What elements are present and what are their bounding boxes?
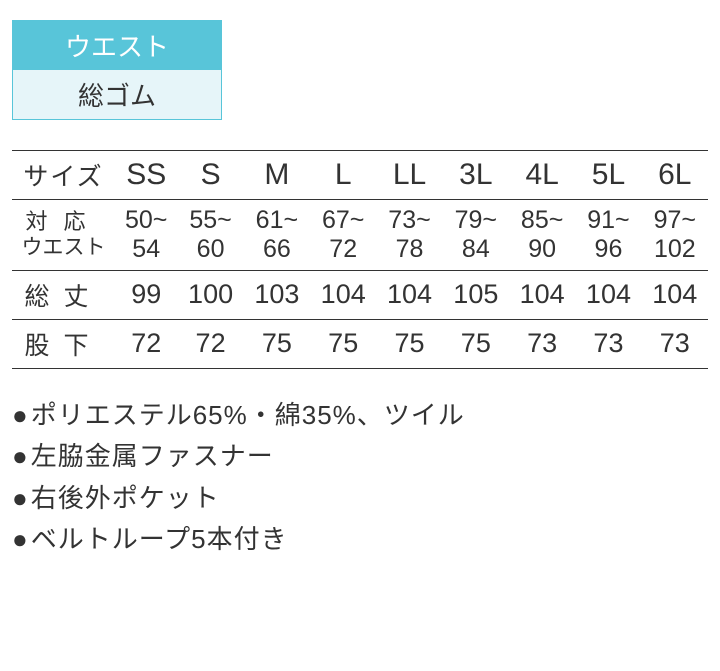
cell-value: 73 xyxy=(575,319,641,368)
table-row-inseam: 股下 72 72 75 75 75 75 73 73 73 xyxy=(12,319,708,368)
cell-value: 73 xyxy=(509,319,575,368)
table-header-row: サイズ SS S M L LL 3L 4L 5L 6L xyxy=(12,151,708,200)
col-header: 3L xyxy=(443,151,509,200)
col-header: M xyxy=(244,151,310,200)
table-row-waist: 対応 ウエスト 50~54 55~60 61~66 67~72 73~78 79… xyxy=(12,200,708,271)
cell-value: 104 xyxy=(509,270,575,319)
cell-value: 104 xyxy=(310,270,376,319)
cell-value: 100 xyxy=(177,270,243,319)
spec-note-item: ポリエステル65%・綿35%、ツイル xyxy=(12,395,708,437)
cell-range: 79~84 xyxy=(443,200,509,271)
cell-value: 99 xyxy=(115,270,177,319)
waist-badge-header: ウエスト xyxy=(13,21,221,70)
cell-value: 75 xyxy=(244,319,310,368)
cell-value: 75 xyxy=(443,319,509,368)
cell-range: 67~72 xyxy=(310,200,376,271)
spec-notes: ポリエステル65%・綿35%、ツイル 左脇金属ファスナー 右後外ポケット ベルト… xyxy=(12,395,708,561)
col-header-size: サイズ xyxy=(12,151,115,200)
col-header: 5L xyxy=(575,151,641,200)
cell-range: 73~78 xyxy=(376,200,442,271)
cell-value: 105 xyxy=(443,270,509,319)
row-label-length: 総丈 xyxy=(12,270,115,319)
cell-range: 50~54 xyxy=(115,200,177,271)
cell-value: 72 xyxy=(177,319,243,368)
cell-value: 103 xyxy=(244,270,310,319)
col-header: 6L xyxy=(642,151,708,200)
col-header: SS xyxy=(115,151,177,200)
col-header: LL xyxy=(376,151,442,200)
row-label-waist: 対応 ウエスト xyxy=(12,200,115,271)
spec-note-item: ベルトループ5本付き xyxy=(12,519,708,561)
cell-range: 97~102 xyxy=(642,200,708,271)
spec-note-item: 右後外ポケット xyxy=(12,478,708,520)
spec-note-item: 左脇金属ファスナー xyxy=(12,436,708,478)
cell-value: 72 xyxy=(115,319,177,368)
col-header: S xyxy=(177,151,243,200)
cell-value: 75 xyxy=(310,319,376,368)
size-table: サイズ SS S M L LL 3L 4L 5L 6L 対応 ウエスト 50~5… xyxy=(12,150,708,369)
table-row-length: 総丈 99 100 103 104 104 105 104 104 104 xyxy=(12,270,708,319)
cell-range: 91~96 xyxy=(575,200,641,271)
col-header: L xyxy=(310,151,376,200)
waist-badge: ウエスト 総ゴム xyxy=(12,20,222,120)
waist-badge-body: 総ゴム xyxy=(13,70,221,119)
cell-range: 55~60 xyxy=(177,200,243,271)
row-label-waist-bottom: ウエスト xyxy=(12,235,115,261)
cell-range: 61~66 xyxy=(244,200,310,271)
row-label-waist-top: 対応 xyxy=(12,208,115,236)
cell-value: 104 xyxy=(376,270,442,319)
row-label-inseam: 股下 xyxy=(12,319,115,368)
cell-value: 73 xyxy=(642,319,708,368)
cell-value: 104 xyxy=(575,270,641,319)
col-header: 4L xyxy=(509,151,575,200)
cell-value: 75 xyxy=(376,319,442,368)
cell-range: 85~90 xyxy=(509,200,575,271)
cell-value: 104 xyxy=(642,270,708,319)
